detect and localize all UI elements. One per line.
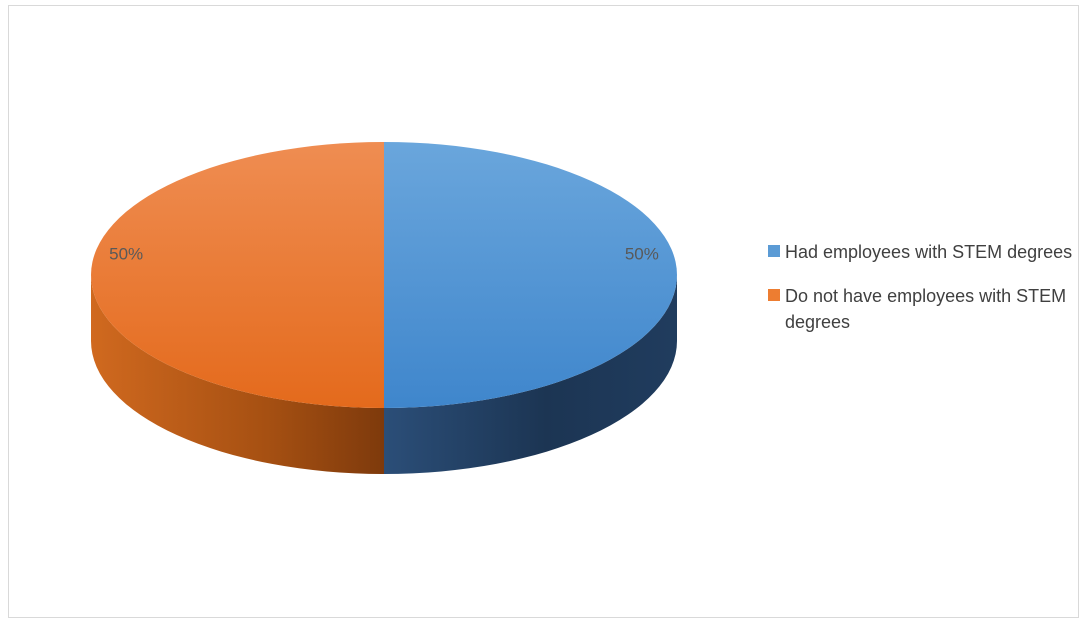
pie-chart: 50% 50%	[91, 142, 677, 474]
data-label-1: 50%	[109, 244, 143, 263]
legend-label-0: Had employees with STEM degrees	[785, 242, 1073, 262]
legend-swatch-0	[768, 245, 780, 257]
slice-side-0	[384, 275, 677, 474]
data-label-0: 50%	[625, 244, 659, 263]
slice-0	[384, 142, 677, 408]
chart-area: 50% 50% Had employees with STEM degrees D…	[8, 5, 1079, 618]
legend-swatch-1	[768, 289, 780, 301]
legend-label-1: Do not have employees with STEM degrees	[785, 286, 1067, 332]
slice-1	[91, 142, 384, 408]
legend-item-0: Had employees with STEM degrees	[766, 239, 1076, 265]
slice-side-1	[91, 275, 384, 474]
legend: Had employees with STEM degrees Do not h…	[766, 239, 1076, 353]
legend-item-1: Do not have employees with STEM degrees	[766, 283, 1076, 335]
